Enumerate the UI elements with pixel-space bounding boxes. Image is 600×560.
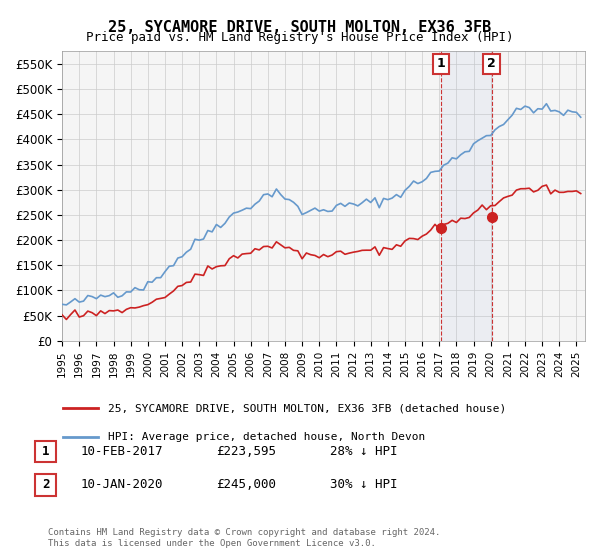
Text: 10-JAN-2020: 10-JAN-2020 [81, 478, 163, 492]
Text: 10-FEB-2017: 10-FEB-2017 [81, 445, 163, 458]
Text: £223,595: £223,595 [216, 445, 276, 458]
Text: HPI: Average price, detached house, North Devon: HPI: Average price, detached house, Nort… [109, 432, 426, 442]
Text: 2: 2 [42, 478, 49, 492]
Text: Price paid vs. HM Land Registry's House Price Index (HPI): Price paid vs. HM Land Registry's House … [86, 31, 514, 44]
Text: 25, SYCAMORE DRIVE, SOUTH MOLTON, EX36 3FB: 25, SYCAMORE DRIVE, SOUTH MOLTON, EX36 3… [109, 20, 491, 35]
Text: 30% ↓ HPI: 30% ↓ HPI [330, 478, 398, 492]
Text: £245,000: £245,000 [216, 478, 276, 492]
Text: 1: 1 [437, 58, 445, 71]
Text: 28% ↓ HPI: 28% ↓ HPI [330, 445, 398, 458]
Text: Contains HM Land Registry data © Crown copyright and database right 2024.
This d: Contains HM Land Registry data © Crown c… [48, 528, 440, 548]
Text: 1: 1 [42, 445, 49, 458]
Bar [441, 52, 491, 341]
Text: 2: 2 [487, 58, 496, 71]
Text: 25, SYCAMORE DRIVE, SOUTH MOLTON, EX36 3FB (detached house): 25, SYCAMORE DRIVE, SOUTH MOLTON, EX36 3… [109, 403, 507, 413]
